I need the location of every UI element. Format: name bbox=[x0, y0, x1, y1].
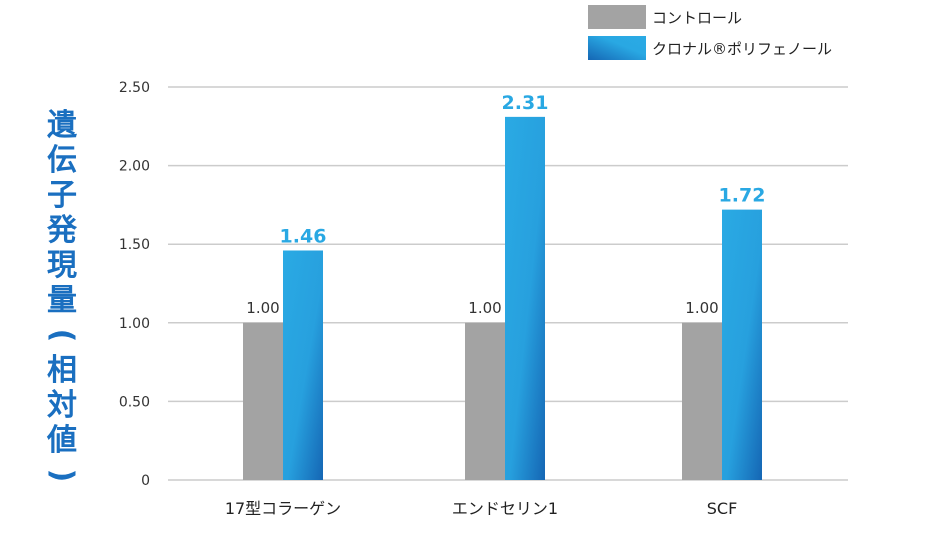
y-tick-label: 1.50 bbox=[119, 237, 150, 253]
y-axis-title-char: 発 bbox=[47, 213, 77, 248]
y-axis-title-char: 値 bbox=[47, 423, 77, 458]
x-category-labels: 17型コラーゲン エンドセリン1 SCF bbox=[225, 499, 737, 518]
bar-treatment bbox=[722, 209, 762, 480]
y-tick-labels: 0 0.50 1.00 1.50 2.00 2.50 bbox=[119, 80, 150, 489]
y-axis-title-char: 伝 bbox=[47, 143, 77, 178]
legend-swatch-treatment bbox=[588, 36, 646, 60]
bars bbox=[243, 116, 762, 481]
data-label-control: 1.00 bbox=[468, 299, 501, 317]
data-label-control: 1.00 bbox=[685, 299, 718, 317]
y-axis-title-char: 子 bbox=[47, 178, 77, 213]
bar-control bbox=[465, 322, 505, 480]
y-axis-title-char: 現 bbox=[47, 248, 77, 283]
data-label-treatment: 1.46 bbox=[280, 225, 327, 247]
y-axis-title-char: 量 bbox=[47, 283, 77, 318]
y-tick-label: 0 bbox=[141, 473, 150, 489]
y-axis-title-char: ( bbox=[44, 328, 80, 343]
y-tick-label: 2.50 bbox=[119, 80, 150, 96]
data-label-treatment: 2.31 bbox=[502, 92, 549, 114]
y-axis-title-char: 遺 bbox=[47, 108, 77, 143]
y-axis-title-char: 対 bbox=[47, 388, 77, 423]
data-label-control: 1.00 bbox=[246, 299, 279, 317]
value-labels: 1.00 1.46 1.00 2.31 1.00 1.72 bbox=[246, 92, 765, 317]
y-tick-label: 0.50 bbox=[119, 394, 150, 410]
y-axis-title-char: 相 bbox=[47, 353, 77, 388]
bar-control bbox=[243, 322, 283, 480]
y-tick-label: 2.00 bbox=[119, 159, 150, 175]
bar-control bbox=[682, 322, 722, 480]
x-category-label: エンドセリン1 bbox=[452, 499, 558, 518]
legend-label-treatment: クロナル®ポリフェノール bbox=[652, 40, 832, 58]
bar-treatment bbox=[505, 116, 545, 481]
y-axis-title: 遺伝子発現量 ( 相対値) bbox=[40, 108, 84, 493]
x-category-label: 17型コラーゲン bbox=[225, 499, 341, 518]
legend-swatch-control bbox=[588, 5, 646, 29]
y-axis-title-char: ) bbox=[44, 468, 80, 483]
y-tick-label: 1.00 bbox=[119, 316, 150, 332]
bar-treatment bbox=[283, 250, 323, 480]
data-label-treatment: 1.72 bbox=[719, 185, 766, 207]
x-category-label: SCF bbox=[707, 499, 738, 518]
legend-label-control: コントロール bbox=[652, 9, 742, 27]
